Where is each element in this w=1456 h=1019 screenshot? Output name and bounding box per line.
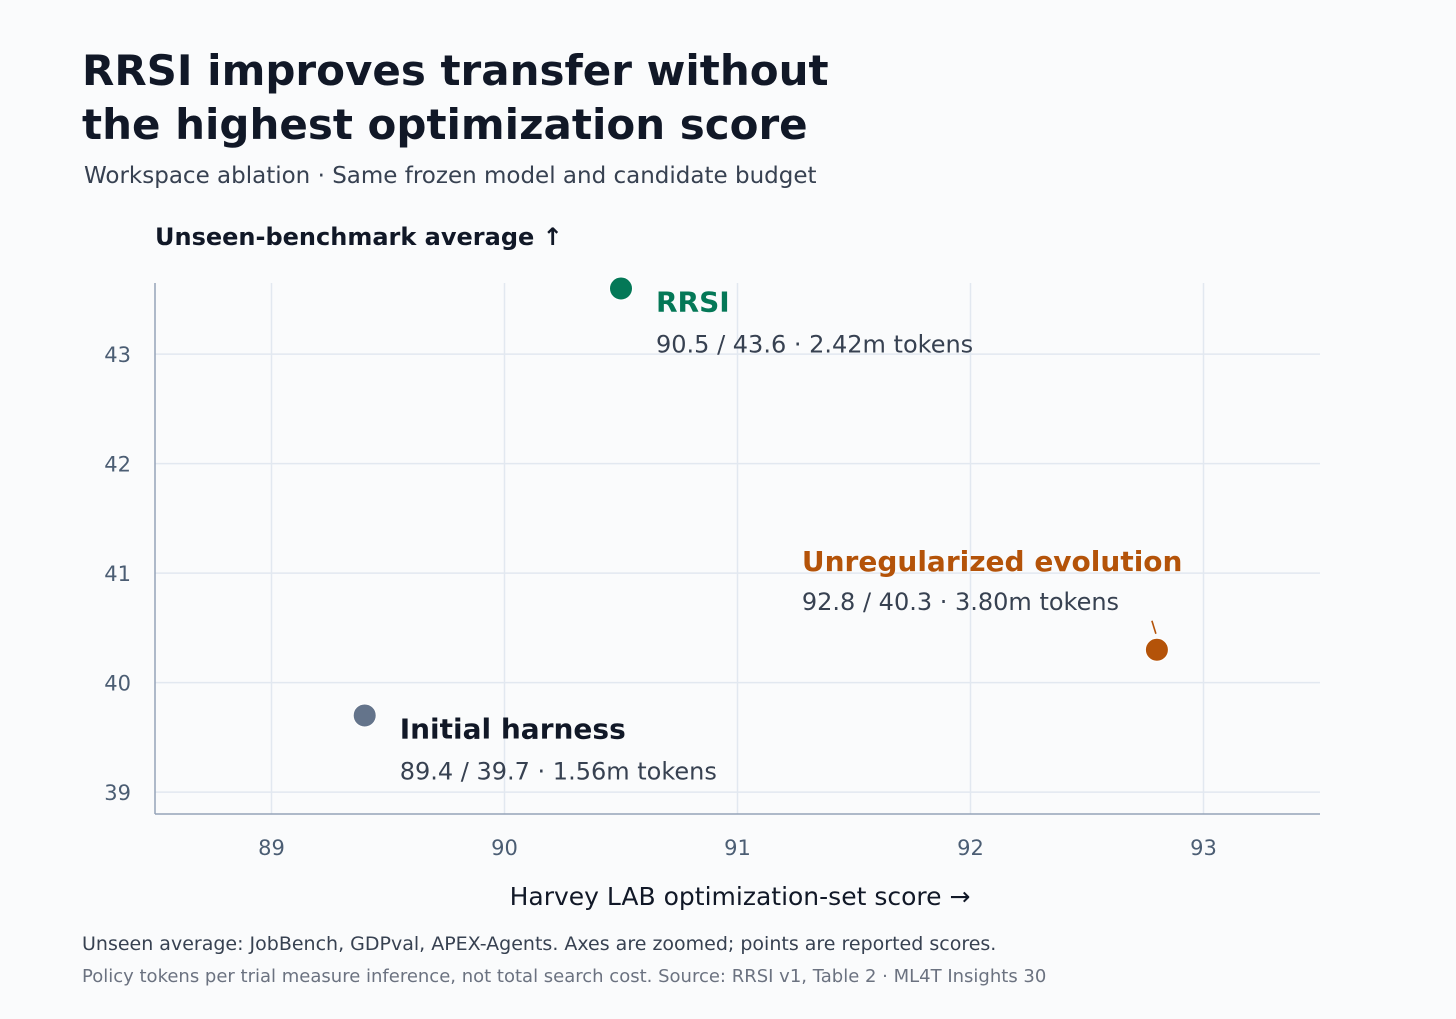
footnote-source-benchmarks: Unseen average: JobBench, GDPval, APEX-A… bbox=[82, 933, 997, 955]
x-tick-label-90: 90 bbox=[491, 836, 518, 860]
y-tick-label-42: 42 bbox=[104, 453, 131, 477]
data-point-rrsi bbox=[609, 276, 633, 301]
chart-title: RRSI improves transfer without the highe… bbox=[82, 44, 829, 152]
point-detail-initial-harness: 89.4 / 39.7 · 1.56m tokens bbox=[400, 757, 717, 785]
chart-subtitle: Workspace ablation · Same frozen model a… bbox=[84, 163, 817, 189]
grid-lines bbox=[155, 283, 1320, 814]
y-tick-label-41: 41 bbox=[104, 562, 131, 586]
chart-title-line-2: the highest optimization score bbox=[82, 100, 808, 149]
axes bbox=[154, 283, 1320, 815]
point-label-unregularized-evolution: Unregularized evolution bbox=[802, 545, 1183, 578]
data-point-initial-harness bbox=[352, 703, 377, 728]
x-tick-label-91: 91 bbox=[724, 836, 751, 860]
data-points: Initial harness 89.4 / 39.7 · 1.56m token… bbox=[352, 276, 1183, 785]
x-tick-label-92: 92 bbox=[957, 836, 984, 860]
chart-title-line-1: RRSI improves transfer without bbox=[82, 46, 829, 95]
data-point-unregularized-evolution bbox=[1144, 637, 1169, 662]
y-tick-label-39: 39 bbox=[104, 781, 131, 805]
point-label-rrsi: RRSI bbox=[656, 285, 730, 318]
y-axis-label: Unseen-benchmark average ↑ bbox=[155, 223, 563, 251]
tick-labels: 89 90 91 92 93 39 40 41 42 43 bbox=[104, 343, 1217, 860]
y-tick-label-43: 43 bbox=[104, 343, 131, 367]
point-detail-unregularized-evolution: 92.8 / 40.3 · 3.80m tokens bbox=[802, 588, 1119, 616]
leader-line-unregularized-evolution bbox=[1151, 620, 1157, 635]
x-tick-label-93: 93 bbox=[1190, 836, 1217, 860]
x-tick-label-89: 89 bbox=[258, 836, 285, 860]
y-tick-label-40: 40 bbox=[104, 672, 131, 696]
footnote-token-note: Policy tokens per trial measure inferenc… bbox=[82, 966, 1047, 987]
x-axis-label: Harvey LAB optimization-set score → bbox=[510, 882, 971, 911]
point-label-initial-harness: Initial harness bbox=[400, 712, 626, 745]
point-detail-rrsi: 90.5 / 43.6 · 2.42m tokens bbox=[656, 330, 973, 358]
